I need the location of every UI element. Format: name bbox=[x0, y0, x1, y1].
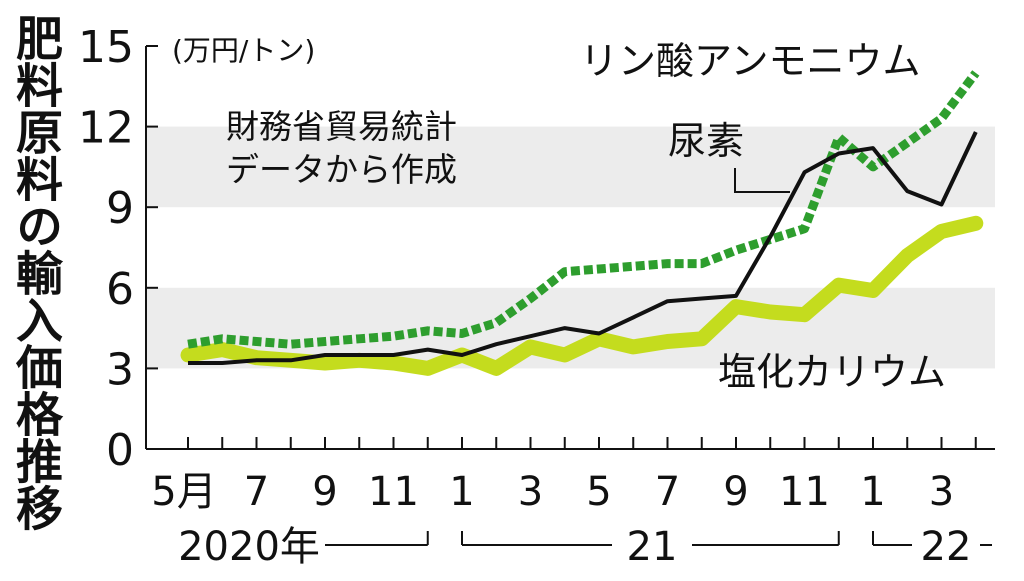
x-tick-label-5: 3 bbox=[518, 469, 543, 515]
series-line-1 bbox=[188, 131, 978, 365]
x-tick-label-1: 7 bbox=[244, 469, 269, 515]
series-label-potassium: 塩化カリウム bbox=[718, 350, 946, 394]
y-tick-label-15: 15 bbox=[78, 22, 134, 73]
year-label-0: 2020年 bbox=[178, 524, 320, 570]
text-labels: (万円/トン) 財務省貿易統計 データから作成 リン酸アンモニウム 尿素 塩化カ… bbox=[172, 34, 946, 394]
urea-leader-line bbox=[734, 168, 790, 193]
y-tick-label-0: 0 bbox=[106, 425, 134, 476]
x-tick-label-9: 11 bbox=[779, 469, 830, 515]
y-tick-label-3: 3 bbox=[106, 344, 134, 395]
x-tick-label-7: 7 bbox=[655, 469, 680, 515]
series-label-urea: 尿素 bbox=[668, 119, 744, 163]
y-tick-label-6: 6 bbox=[106, 264, 134, 315]
series-label-phosphate: リン酸アンモニウム bbox=[580, 39, 920, 83]
x-tick-label-0: 5月 bbox=[151, 469, 216, 515]
x-tick-label-8: 9 bbox=[723, 469, 748, 515]
y-tick-label-9: 9 bbox=[106, 183, 134, 234]
x-tick-label-6: 5 bbox=[586, 469, 611, 515]
series-layer bbox=[180, 70, 984, 376]
unit-label: (万円/トン) bbox=[172, 34, 315, 67]
x-tick-label-10: 1 bbox=[860, 469, 885, 515]
series-line-0 bbox=[187, 70, 980, 349]
year-label-1: 21 bbox=[627, 524, 678, 570]
series-line-2 bbox=[180, 215, 984, 376]
x-tick-label-3: 11 bbox=[368, 469, 419, 515]
y-tick-label-12: 12 bbox=[78, 103, 134, 154]
shaded-band-1 bbox=[146, 126, 995, 208]
x-tick-label-2: 9 bbox=[312, 469, 337, 515]
chart-title: 肥料原料の輸入価格推移 bbox=[7, 14, 62, 531]
x-tick-label-4: 1 bbox=[449, 469, 474, 515]
source-note-line-2: データから作成 bbox=[226, 150, 457, 189]
source-note-line-1: 財務省貿易統計 bbox=[226, 107, 457, 146]
x-tick-label-11: 3 bbox=[929, 469, 954, 515]
year-label-2: 22 bbox=[921, 524, 972, 570]
